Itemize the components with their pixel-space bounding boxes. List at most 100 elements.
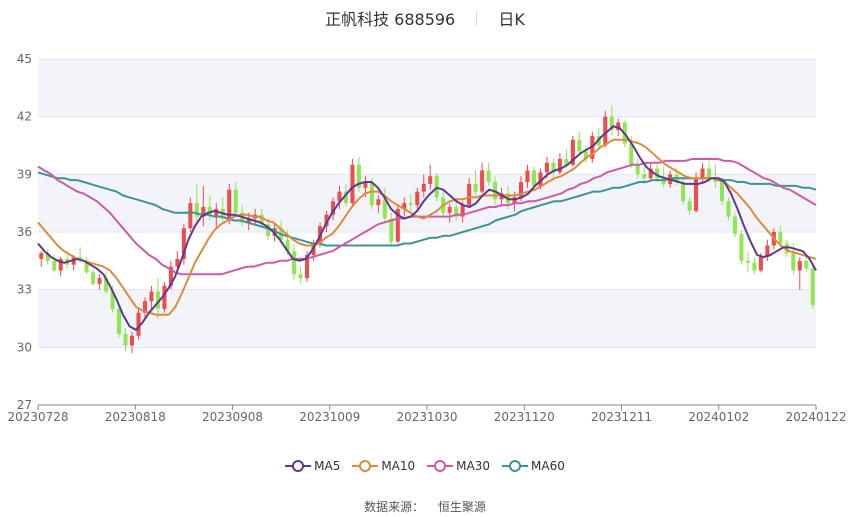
candle-body (609, 116, 614, 131)
candle-body (804, 260, 809, 269)
candle-body (745, 260, 750, 263)
x-tick-label: 20231120 (494, 410, 555, 424)
y-tick-label: 30 (17, 340, 32, 354)
candle-body (188, 203, 193, 229)
chart-header: 正帆科技 688596 日K (0, 6, 850, 30)
candle-body (233, 189, 238, 213)
x-tick-label: 20240122 (785, 410, 846, 424)
candle-body (149, 291, 154, 302)
candle-body (91, 272, 96, 284)
legend-marker-icon (352, 459, 379, 472)
candle-body (363, 182, 368, 188)
candle-body (123, 333, 128, 346)
candle-body (564, 158, 569, 165)
candle-body (110, 291, 115, 309)
candle-body (473, 183, 478, 192)
candle-body (655, 168, 660, 179)
candle-body (629, 143, 634, 165)
legend-marker-icon (427, 459, 454, 472)
legend-item-ma5[interactable]: MA5 (285, 458, 340, 473)
x-tick-label: 20230818 (105, 410, 166, 424)
source-label: 数据来源： (364, 500, 425, 514)
legend-label: MA60 (531, 458, 565, 473)
candle-body (259, 214, 264, 225)
candle-body (454, 207, 459, 217)
candle-body (266, 224, 271, 236)
ma60-line (37, 171, 817, 247)
grid-band (38, 289, 816, 348)
y-tick-label: 39 (17, 167, 32, 181)
candle-body (194, 203, 199, 217)
candle-body (45, 253, 50, 261)
candle-body (97, 278, 102, 284)
candle-body (531, 170, 536, 186)
candle-body (544, 162, 549, 173)
candle-body (376, 199, 381, 206)
candle-body (810, 268, 815, 306)
x-tick-label: 20230908 (202, 410, 263, 424)
candle-body (39, 253, 44, 259)
candle-body (538, 172, 543, 186)
candle-body (480, 170, 485, 192)
candle-body (525, 170, 530, 183)
candle-body (583, 151, 588, 159)
legend-item-ma30[interactable]: MA30 (427, 458, 490, 473)
candle-body (486, 170, 491, 183)
legend-marker-icon (502, 459, 529, 472)
candle-body (603, 116, 608, 146)
legend-item-ma60[interactable]: MA60 (502, 458, 565, 473)
candle-body (330, 201, 336, 215)
candle-body (136, 312, 141, 336)
candle-body (557, 158, 562, 173)
candle-body (389, 218, 394, 242)
ma10-line (37, 138, 817, 316)
candle-body (181, 228, 186, 259)
candle-body (415, 191, 420, 206)
candle-body (551, 162, 556, 173)
title-divider (476, 10, 478, 26)
candle-body (681, 182, 686, 202)
candle-body (305, 255, 310, 279)
chart-legend: MA5 MA10 MA30 MA60 (0, 458, 850, 473)
candle-body (700, 168, 705, 179)
candle-body (84, 260, 89, 273)
candle-body (577, 139, 582, 152)
x-tick-label: 20230728 (7, 410, 68, 424)
candle-body (797, 260, 802, 271)
candle-body (758, 256, 763, 271)
candle-body (791, 253, 796, 271)
y-tick-label: 36 (17, 225, 32, 239)
candle-body (778, 232, 783, 244)
candle-body (142, 301, 147, 313)
candle-body (285, 239, 290, 252)
candle-body (117, 308, 122, 334)
candle-body (104, 278, 109, 292)
candle-body (214, 208, 219, 217)
candle-body (570, 139, 575, 165)
y-tick-label: 45 (17, 52, 32, 66)
candle-body (175, 258, 180, 267)
candle-body (337, 191, 342, 202)
candle-body (616, 122, 621, 131)
legend-label: MA30 (456, 458, 491, 473)
candle-body (343, 191, 348, 204)
x-tick-label: 20231009 (299, 410, 360, 424)
candle-body (719, 182, 725, 202)
candle-body (408, 203, 413, 206)
candle-body (246, 218, 251, 223)
candle-body (642, 174, 647, 179)
y-tick-label: 27 (17, 398, 32, 412)
candle-body (732, 216, 737, 234)
period-label: 日K (498, 10, 525, 29)
y-tick-label: 33 (17, 283, 32, 297)
legend-item-ma10[interactable]: MA10 (352, 458, 415, 473)
y-tick-label: 42 (17, 110, 32, 124)
candle-body (447, 207, 452, 213)
candle-body (356, 164, 361, 188)
candle-body (162, 285, 167, 309)
ma5-line (37, 125, 817, 331)
x-tick-label: 20240102 (688, 410, 749, 424)
x-tick-label: 20231211 (591, 410, 652, 424)
candle-body (518, 182, 524, 198)
